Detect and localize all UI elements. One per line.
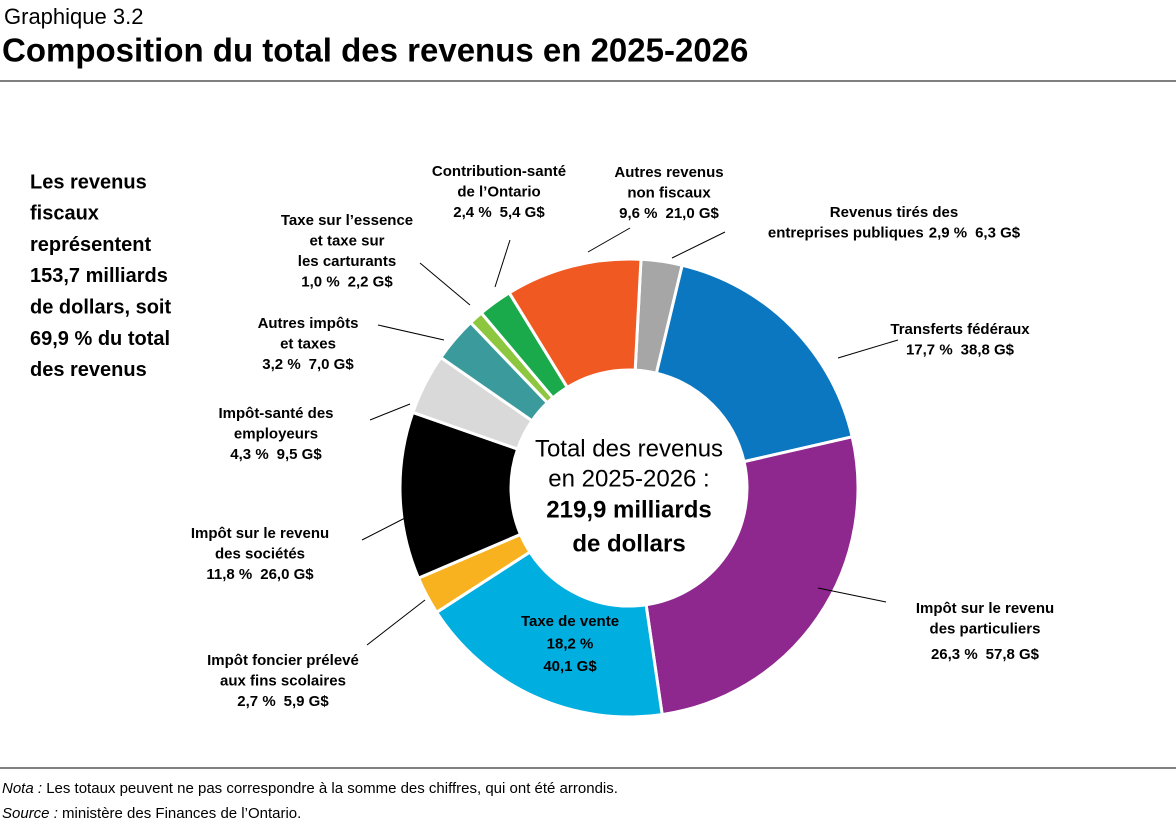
side-text-line: de dollars, soit — [30, 296, 171, 318]
slice-name: des sociétés — [215, 545, 305, 562]
amount-label: 5,9 G$ — [284, 693, 330, 710]
value-label: 4,3 % — [230, 446, 268, 463]
leader-line — [587, 227, 631, 253]
amount-label: 9,5 G$ — [277, 446, 323, 463]
slice-label: Autres revenus non fiscaux 9,6 % 21,0 G$ — [614, 164, 723, 222]
slice-label: Taxe de vente 18,2 % 40,1 G$ — [521, 613, 619, 675]
slice-name: Revenus tirés des — [830, 204, 958, 221]
side-text-line: 153,7 milliards — [30, 265, 168, 287]
leader-line — [361, 517, 406, 541]
note-text: Les totaux peuvent ne pas correspondre à… — [42, 780, 618, 797]
slice-label: Contribution-santé de l’Ontario 2,4 % 5,4 G… — [432, 163, 566, 221]
amount-label: 5,4 G$ — [500, 204, 546, 221]
amount-label: 26,0 G$ — [260, 566, 314, 583]
amount-label: 40,1 G$ — [543, 658, 597, 675]
slice-name: Autres revenus — [614, 164, 723, 181]
value-label: 2,4 % — [453, 204, 491, 221]
center-text: Total des revenus — [535, 435, 723, 462]
amount-label: 7,0 G$ — [309, 356, 355, 373]
value-label: 11,8 % — [206, 566, 252, 583]
slice-name: entreprises publiques — [768, 224, 924, 241]
amount-label: 21,0 G$ — [665, 205, 719, 222]
source: Source : ministère des Finances de l’Ont… — [2, 805, 301, 822]
leader-line — [837, 339, 899, 359]
slice-name: Autres impôts — [258, 315, 359, 332]
side-text-line: Les revenus — [30, 171, 147, 193]
source-text: ministère des Finances de l’Ontario. — [58, 805, 301, 822]
value-label: 1,0 % — [301, 273, 339, 290]
center-text: 219,9 milliards — [546, 496, 711, 523]
side-text-line: représentent — [30, 234, 151, 256]
slice-label: Impôt foncier prélevé aux fins scolaires 2… — [207, 652, 359, 710]
title: Composition du total des revenus en 2025… — [2, 32, 748, 69]
side-text-line: 69,9 % du total — [30, 328, 170, 350]
slice-name: Impôt foncier prélevé — [207, 652, 359, 669]
donut-slice — [644, 435, 860, 717]
donut-slice — [507, 257, 643, 390]
kicker: Graphique 3.2 — [4, 4, 143, 29]
slice-name: et taxes — [280, 335, 336, 352]
slice-label: Revenus tirés des entreprises publiques 2,… — [768, 204, 1021, 242]
leader-line — [817, 587, 887, 603]
slice-label: Impôt sur le revenu des particuliers 26,3 … — [916, 600, 1054, 663]
slice-label: Taxe sur l’essence et taxe sur les cartura… — [281, 212, 413, 291]
amount-label: 57,8 G$ — [986, 646, 1040, 663]
amount-label: 38,8 G$ — [961, 341, 1015, 358]
donut-slice — [434, 549, 664, 719]
side-text-line: des revenus — [30, 359, 147, 381]
slice-name: et taxe sur — [309, 232, 384, 249]
slice-name: Taxe sur l’essence — [281, 212, 413, 229]
slice-name: Contribution-santé — [432, 163, 566, 180]
slice-name: de l’Ontario — [457, 183, 540, 200]
slice-name: Transferts fédéraux — [890, 321, 1030, 338]
value-label: 3,2 % — [262, 356, 300, 373]
amount-label: 6,3 G$ — [975, 224, 1021, 241]
value-label: 17,7 % — [906, 341, 953, 358]
leader-line — [671, 231, 726, 259]
note: Nota : Les totaux peuvent ne pas corresp… — [2, 780, 618, 797]
value-label: 2,9 % — [929, 224, 967, 241]
note-label: Nota : — [2, 780, 42, 797]
slice-label: Impôt sur le revenu des sociétés 11,8 % 26,… — [191, 525, 329, 583]
slice-name: Impôt sur le revenu — [916, 600, 1054, 617]
slice-label: Impôt-santé des employeurs 4,3 % 9,5 G$ — [218, 405, 333, 463]
donut-slice — [654, 263, 855, 464]
value-label: 26,3 % — [931, 646, 978, 663]
slice-label: Transferts fédéraux 17,7 % 38,8 G$ — [890, 321, 1030, 359]
slice-name: des particuliers — [930, 620, 1041, 637]
leader-line — [377, 324, 445, 341]
source-label: Source : — [2, 805, 58, 822]
leader-line — [419, 262, 471, 306]
leader-line — [494, 239, 511, 288]
value-label: 18,2 % — [547, 635, 594, 652]
leader-line — [366, 599, 426, 646]
value-label: 2,7 % — [237, 693, 275, 710]
slice-name: Taxe de vente — [521, 613, 619, 630]
slice-name: employeurs — [234, 425, 318, 442]
center-text: de dollars — [572, 530, 685, 557]
leader-line — [369, 403, 411, 421]
amount-label: 2,2 G$ — [348, 273, 394, 290]
slice-name: aux fins scolaires — [220, 672, 346, 689]
slice-name: Impôt-santé des — [218, 405, 333, 422]
slice-name: Impôt sur le revenu — [191, 525, 329, 542]
center-text: en 2025-2026 : — [548, 465, 709, 492]
slice-label: Autres impôts et taxes 3,2 % 7,0 G$ — [258, 315, 359, 373]
slice-name: non fiscaux — [627, 184, 711, 201]
value-label: 9,6 % — [619, 205, 657, 222]
slice-name: les carturants — [298, 253, 396, 270]
side-text-line: fiscaux — [30, 203, 99, 225]
